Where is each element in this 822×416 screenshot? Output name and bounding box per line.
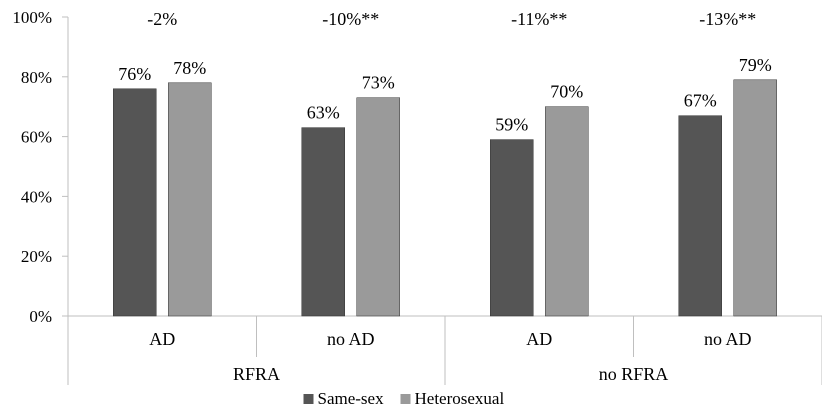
value-label: 76% [118, 64, 151, 84]
bar [490, 139, 534, 317]
bar [301, 127, 345, 317]
legend-swatch [303, 394, 314, 404]
bar [168, 82, 212, 317]
bar [356, 97, 400, 317]
difference-label: -2% [147, 9, 177, 29]
value-label: 78% [173, 58, 206, 78]
bars [113, 79, 777, 317]
y-tick-label: 20% [21, 247, 52, 266]
value-label: 63% [307, 103, 340, 123]
value-label: 73% [362, 73, 395, 93]
legend-swatch [400, 394, 411, 404]
y-axis: 0% 20% 40% 60% 80% 100% [12, 8, 69, 326]
bar [733, 79, 777, 317]
x-category-label: no AD [704, 329, 752, 349]
bar [678, 115, 722, 317]
y-tick-label: 60% [21, 128, 52, 147]
difference-labels: -2% -10%** -11%** -13%** [147, 9, 756, 29]
legend-label: Same-sex [318, 389, 385, 408]
bar [113, 88, 157, 317]
value-label: 67% [684, 91, 717, 111]
value-label: 59% [495, 115, 528, 135]
y-tick-label: 80% [21, 68, 52, 87]
x-category-label: no AD [327, 329, 375, 349]
x-group-label: no RFRA [599, 364, 669, 384]
difference-label: -10%** [322, 9, 379, 29]
value-labels: 76% 78% 63% 73% 59% 70% 67% 79% [118, 55, 772, 135]
x-group-label: RFRA [233, 364, 280, 384]
legend: Same-sex Heterosexual [303, 389, 505, 408]
legend-label: Heterosexual [415, 389, 505, 408]
x-category-label: AD [526, 329, 552, 349]
x-category-label: AD [149, 329, 175, 349]
difference-label: -13%** [699, 9, 756, 29]
y-tick-label: 40% [21, 187, 52, 206]
difference-label: -11%** [511, 9, 567, 29]
value-label: 79% [739, 55, 772, 75]
y-tick-label: 100% [12, 8, 52, 27]
x-axis: AD no AD AD no AD RFRA no RFRA [67, 315, 822, 385]
bar [545, 106, 589, 317]
y-tick-label: 0% [29, 307, 52, 326]
value-label: 70% [550, 82, 583, 102]
